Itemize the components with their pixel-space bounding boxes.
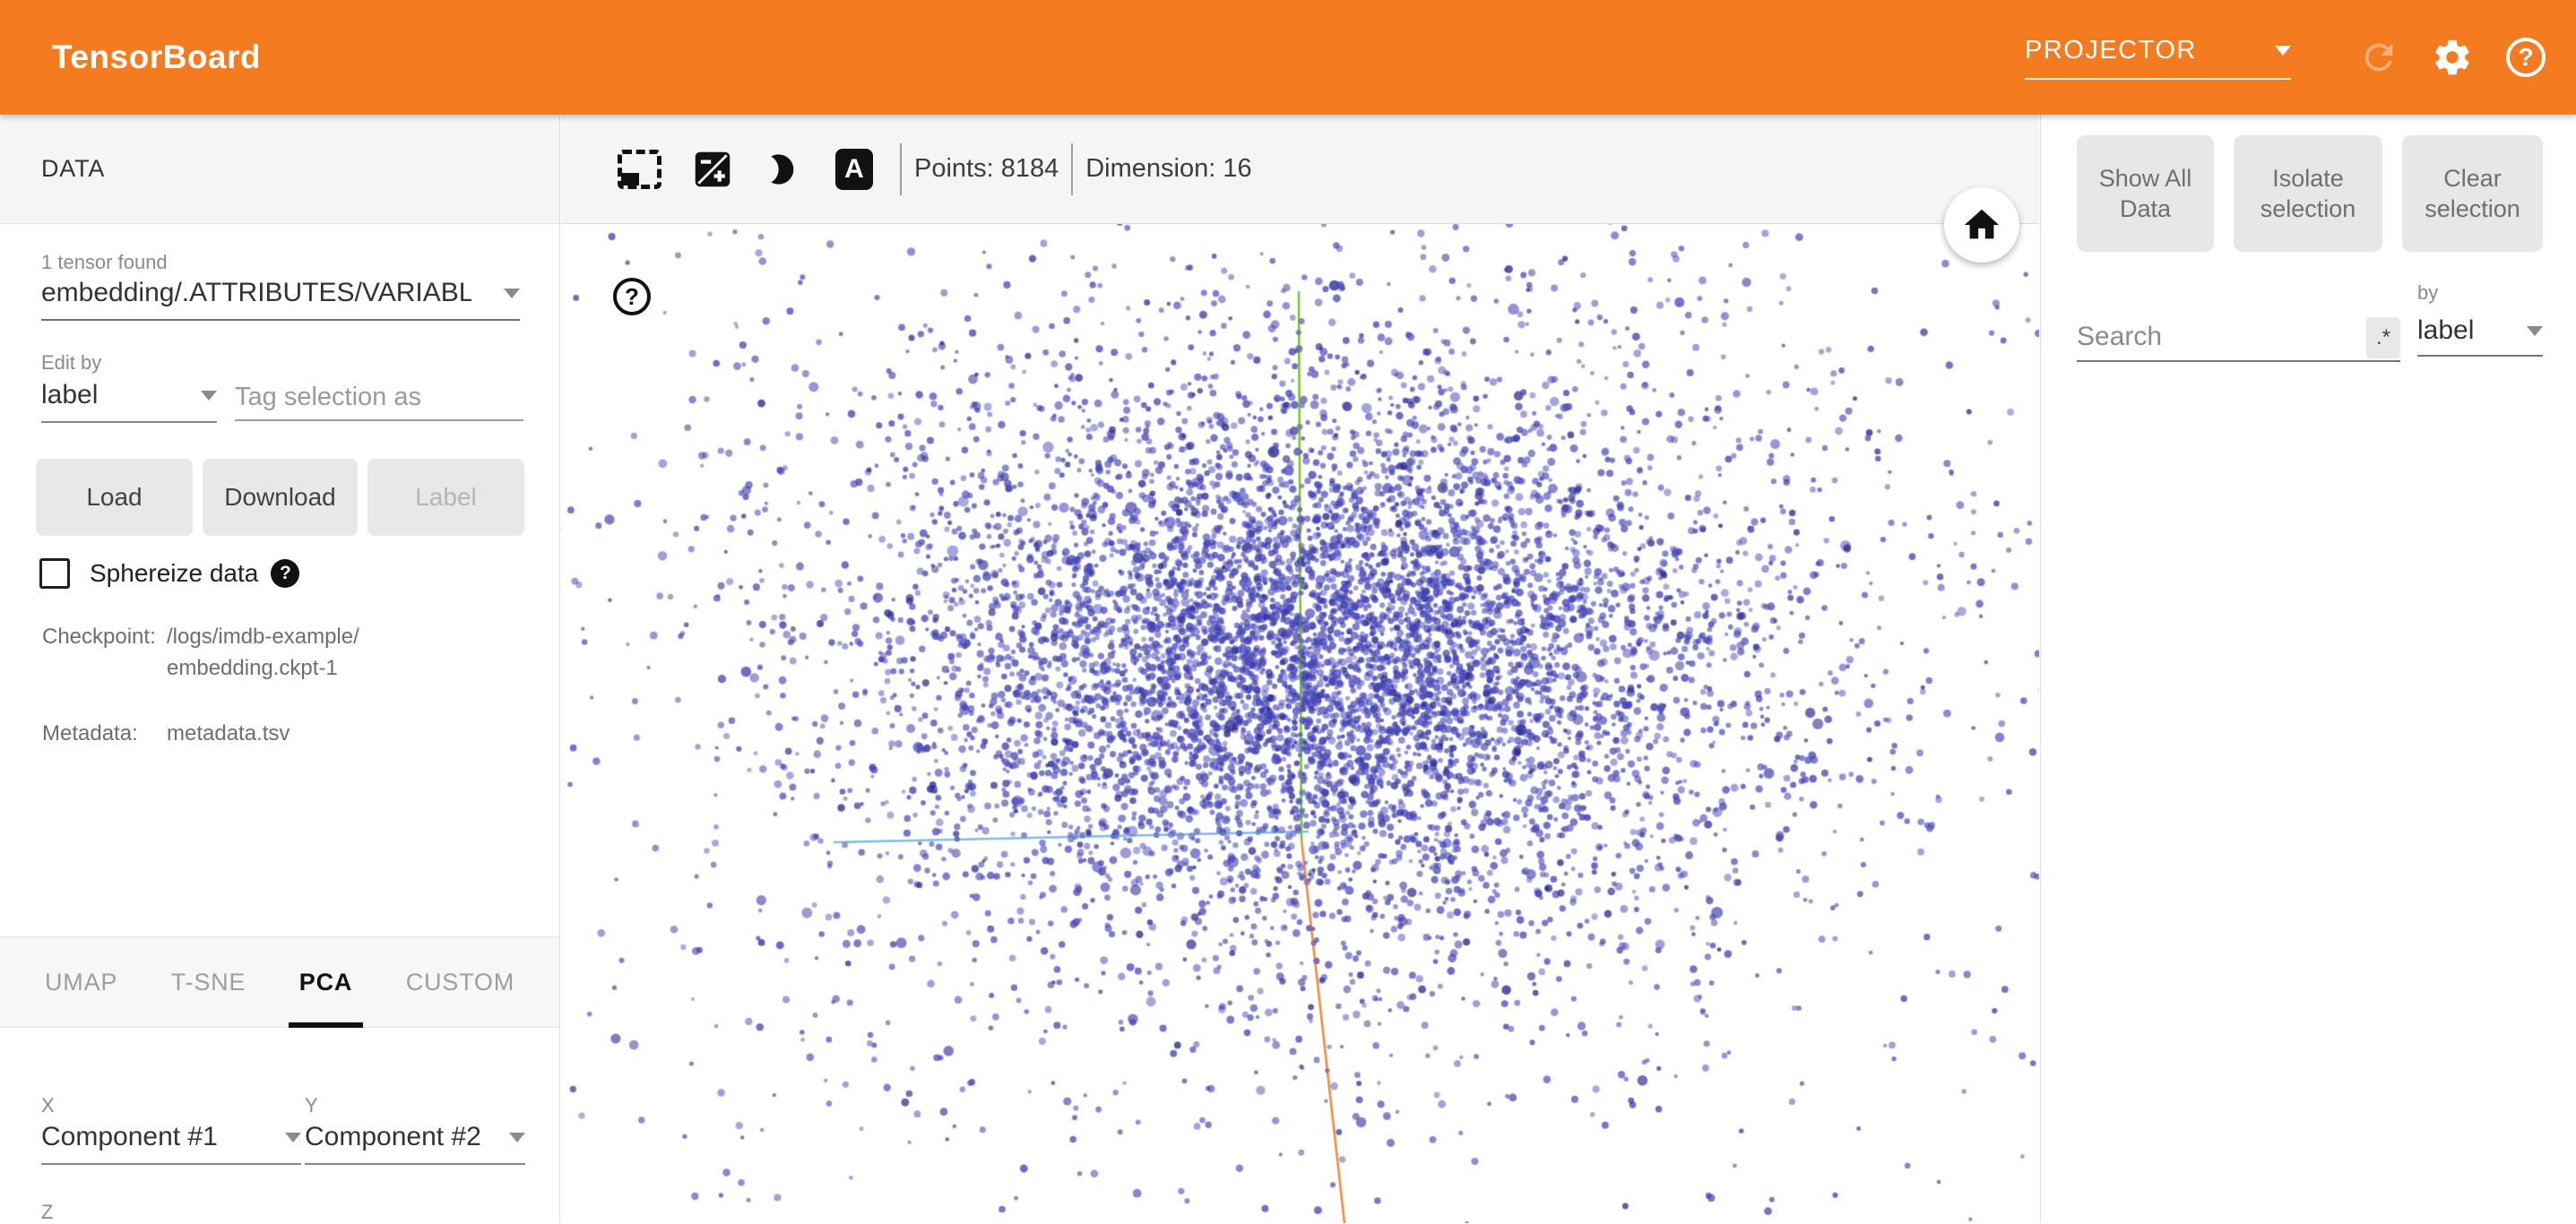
pca-x-component-select[interactable]: Component #1 — [41, 1122, 301, 1165]
viz-toolbar: A Points: 8184 Dimension: 16 — [561, 115, 2039, 224]
checkpoint-label: Checkpoint: — [42, 625, 156, 649]
chevron-down-icon — [2527, 325, 2543, 336]
sphereize-checkbox[interactable] — [39, 558, 70, 589]
exposure-icon — [695, 151, 730, 186]
toolbar-separator — [900, 142, 902, 195]
inspector-panel: Show All Data Isolate selection Clear se… — [2040, 115, 2576, 1223]
tab-umap[interactable]: UMAP — [45, 968, 118, 996]
chevron-down-icon — [2275, 45, 2291, 56]
help-icon: ? — [2506, 38, 2546, 77]
active-tab-indicator — [288, 1022, 364, 1028]
sphereize-label: Sphereize data — [90, 559, 259, 587]
app-header-actions: PROJECTOR ? — [2025, 34, 2549, 81]
sphereize-row: Sphereize data ? — [39, 558, 300, 589]
load-button[interactable]: Load — [36, 459, 193, 536]
pca-x-label: X — [41, 1094, 55, 1116]
tensor-select[interactable]: embedding/.ATTRIBUTES/VARIABLE_ — [41, 278, 520, 321]
search-by-value: label — [2417, 315, 2475, 345]
show-labels-button[interactable]: A — [835, 148, 873, 190]
checkpoint-row: Checkpoint: /logs/imdb-example/embedding… — [42, 621, 382, 684]
app-title: TensorBoard — [52, 39, 262, 75]
search-by-select[interactable]: label — [2417, 315, 2543, 357]
tensor-count-label: 1 tensor found — [41, 251, 168, 273]
label-button[interactable]: Label — [367, 459, 524, 536]
settings-button[interactable] — [2429, 34, 2476, 81]
tag-selection-input[interactable] — [235, 375, 523, 421]
clear-selection-button[interactable]: Clear selection — [2402, 135, 2543, 252]
pca-y-component-value: Component #2 — [305, 1122, 481, 1151]
box-select-icon — [621, 172, 639, 185]
chevron-down-icon — [504, 288, 520, 298]
metadata-label: Metadata: — [42, 721, 138, 746]
moon-icon — [771, 153, 794, 185]
reload-icon — [2364, 43, 2393, 72]
box-select-button[interactable] — [618, 149, 661, 189]
reload-button[interactable] — [2356, 34, 2402, 81]
selection-actions: Show All Data Isolate selection Clear se… — [2077, 135, 2543, 252]
interaction-help-button[interactable]: ? — [613, 278, 651, 315]
embedding-view: A Points: 8184 Dimension: 16 ? — [561, 115, 2039, 1223]
chevron-down-icon — [285, 1132, 301, 1142]
edit-by-label: Edit by — [41, 351, 102, 374]
metadata-row: Metadata: metadata.tsv — [42, 718, 382, 749]
isolate-selection-button[interactable]: Isolate selection — [2234, 135, 2382, 252]
search-input[interactable] — [2077, 314, 2366, 360]
data-panel-header: DATA — [0, 115, 559, 224]
toolbar-separator — [1071, 142, 1074, 195]
checkpoint-value: /logs/imdb-example/embedding.ckpt-1 — [167, 625, 359, 680]
tensor-select-value: embedding/.ATTRIBUTES/VARIABLE_ — [41, 278, 471, 307]
pca-z-label: Z — [41, 1201, 54, 1223]
night-mode-button[interactable] — [764, 150, 800, 189]
projection-tabs: UMAP T-SNE PCA CUSTOM — [0, 936, 559, 1028]
reset-camera-button[interactable] — [1944, 187, 2019, 263]
metadata-value: metadata.tsv — [167, 721, 290, 746]
gear-icon — [2435, 39, 2469, 75]
tab-tsne[interactable]: T-SNE — [170, 968, 246, 996]
show-all-data-button[interactable]: Show All Data — [2077, 135, 2214, 252]
sphereize-help-icon[interactable]: ? — [271, 559, 300, 588]
tab-custom[interactable]: CUSTOM — [405, 968, 514, 996]
embedding-scatter-canvas[interactable] — [561, 224, 2039, 1223]
data-panel-title: DATA — [41, 155, 106, 182]
chevron-down-icon — [509, 1132, 525, 1142]
dashboard-selector[interactable]: PROJECTOR — [2025, 36, 2291, 80]
search-field: .* — [2077, 305, 2400, 362]
pca-x-component-value: Component #1 — [41, 1122, 218, 1151]
dashboard-selector-value: PROJECTOR — [2025, 35, 2197, 65]
pca-y-component-select[interactable]: Component #2 — [305, 1122, 525, 1165]
edit-by-select[interactable]: label — [41, 380, 217, 423]
data-actions: Load Download Label — [36, 459, 524, 536]
chevron-down-icon — [201, 390, 217, 401]
edit-by-select-value: label — [41, 380, 99, 409]
home-icon — [1964, 209, 2000, 239]
help-button[interactable]: ? — [2503, 34, 2549, 81]
download-button[interactable]: Download — [203, 459, 358, 536]
regex-toggle[interactable]: .* — [2366, 317, 2400, 358]
search-by-label: by — [2417, 281, 2439, 304]
points-count-label: Points: 8184 — [914, 154, 1059, 183]
dimension-label: Dimension: 16 — [1085, 154, 1252, 183]
app-header: TensorBoard PROJECTOR ? — [0, 0, 2576, 115]
data-panel: DATA 1 tensor found embedding/.ATTRIBUTE… — [0, 115, 560, 1223]
edit-mode-button[interactable] — [694, 149, 731, 190]
pca-y-label: Y — [305, 1094, 318, 1116]
tab-pca[interactable]: PCA — [288, 937, 364, 1028]
